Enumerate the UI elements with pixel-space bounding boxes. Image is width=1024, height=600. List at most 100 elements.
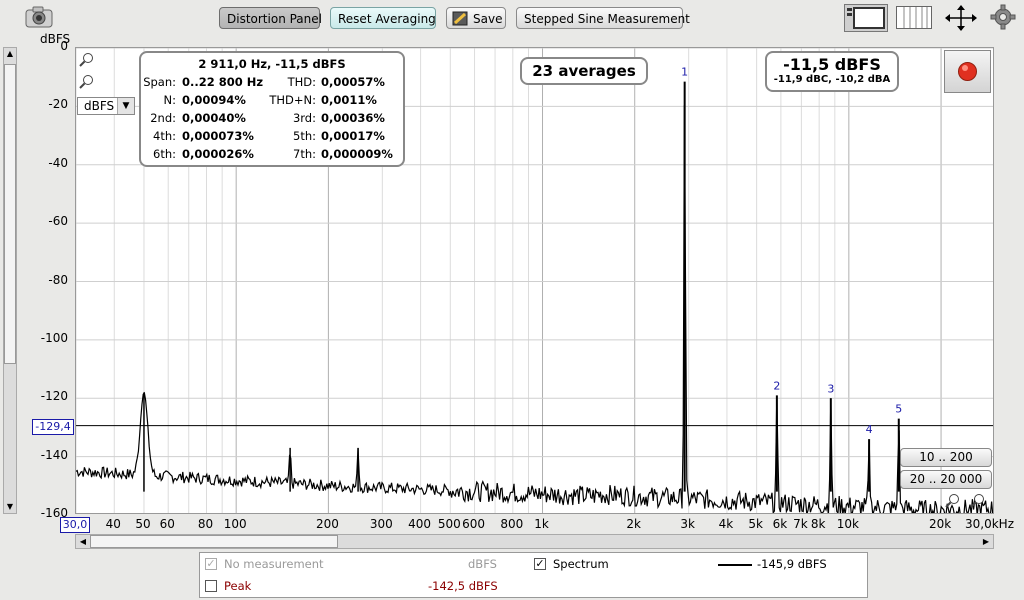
cursor-level-readout[interactable]: -129,4	[32, 419, 74, 435]
harmonic-label-4: 4	[866, 423, 873, 436]
x-tick-label: 7k	[793, 517, 808, 531]
fit-arrows-button[interactable]	[943, 4, 979, 32]
x-tick-label: 10k	[836, 517, 859, 531]
level-sub: -11,9 dBC, -10,2 dBA	[773, 74, 891, 85]
x-tick-label: 3k	[680, 517, 695, 531]
y-tick-label: -40	[48, 155, 68, 170]
stat-h7-label: 7th:	[293, 147, 316, 161]
window-layout-icon	[844, 4, 888, 32]
reset-averaging-button[interactable]: Reset Averaging	[330, 7, 436, 29]
vertical-scroll-thumb[interactable]	[4, 64, 16, 364]
range-20-20000-button[interactable]: 20 .. 20 000	[900, 470, 992, 489]
stat-thd-label: THD:	[287, 75, 316, 89]
camera-icon	[25, 6, 53, 28]
settings-button[interactable]	[990, 4, 1018, 32]
zoom-in-y-button[interactable]	[79, 52, 95, 71]
zoom-in-x-button[interactable]	[970, 493, 986, 512]
x-tick-label: 200	[315, 517, 339, 531]
spectrum-line-swatch	[718, 564, 752, 566]
stat-h4-label: 4th:	[153, 129, 176, 143]
harmonic-label-5: 5	[895, 403, 902, 416]
stat-thd-value: 0,00057%	[321, 75, 385, 89]
x-tick-label: 60	[159, 517, 175, 531]
peak-label: Peak	[224, 579, 252, 593]
spectrum-checkbox[interactable]: ✓	[534, 557, 546, 570]
expand-arrows-icon	[945, 5, 977, 31]
scroll-up-arrow[interactable]: ▲	[6, 49, 14, 58]
x-tick-label: 8k	[810, 517, 826, 531]
y-axis-unit: dBFS	[40, 32, 71, 46]
horizontal-scroll-thumb[interactable]	[90, 535, 338, 548]
y-tick-label: -100	[40, 330, 68, 345]
unit-select[interactable]: dBFS ▼	[77, 97, 135, 115]
spectrum-trace	[76, 105, 993, 513]
x-tick-label: 1k	[534, 517, 549, 531]
y-tick-label: 0	[60, 39, 68, 53]
stat-h7-value: 0,000009%	[321, 147, 393, 161]
x-axis-start-readout[interactable]: 30,0	[60, 517, 90, 533]
stat-n-label: N:	[163, 93, 176, 107]
x-axis-end-label: 30,0kHz	[965, 517, 1014, 531]
y-tick-label: -80	[48, 272, 68, 287]
x-tick-label: 300	[369, 517, 393, 531]
stat-span-value: 0..22 800 Hz	[182, 75, 264, 89]
peak-checkbox[interactable]	[205, 580, 217, 592]
stat-span-label: Span:	[143, 75, 176, 89]
zoom-out-icon	[945, 494, 959, 508]
y-tick-label: -120	[40, 389, 68, 404]
scroll-right-arrow[interactable]: ▶	[982, 537, 990, 546]
no-measurement-checkbox[interactable]: ✓	[205, 557, 217, 570]
level-main: -11,5 dBFS	[783, 55, 881, 74]
save-icon	[452, 11, 468, 26]
x-tick-label: 600	[462, 517, 485, 531]
x-tick-label: 40	[105, 517, 121, 531]
x-tick-label: 2k	[626, 517, 642, 531]
save-label: Save	[473, 12, 503, 26]
zoom-in-icon	[970, 494, 984, 508]
stat-h5-value: 0,00017%	[321, 129, 385, 143]
unit-select-value: dBFS	[84, 99, 115, 113]
y-tick-label: -140	[40, 447, 68, 462]
zoom-in-icon	[79, 53, 93, 67]
scroll-down-arrow[interactable]: ▼	[6, 502, 14, 511]
grid-toggle-button[interactable]	[896, 4, 932, 32]
stat-thdn-label: THD+N:	[269, 93, 316, 107]
y-tick-label: -160	[40, 506, 68, 520]
peak-value: -142,5 dBFS	[428, 579, 498, 593]
save-button[interactable]: Save	[446, 7, 506, 29]
horizontal-scrollbar[interactable]: ◀ ▶	[75, 534, 994, 549]
zoom-out-x-button[interactable]	[945, 493, 961, 512]
window-layout-button[interactable]	[844, 4, 888, 32]
no-measurement-unit: dBFS	[468, 557, 497, 571]
y-tick-label: -60	[48, 214, 68, 229]
distortion-stats-box: 2 911,0 Hz, -11,5 dBFS Span: 0..22 800 Hz…	[139, 51, 405, 167]
harmonic-label-1: 1	[681, 66, 688, 79]
stat-h6-label: 6th:	[153, 147, 176, 161]
record-button[interactable]	[944, 50, 991, 93]
vertical-scrollbar[interactable]: ▲ ▼	[3, 47, 17, 514]
spectrum-label: Spectrum	[553, 557, 609, 571]
x-tick-label: 100	[223, 517, 247, 531]
x-tick-label: 400	[408, 517, 432, 531]
level-readout-box: -11,5 dBFS -11,9 dBC, -10,2 dBA	[765, 51, 899, 92]
x-tick-label: 80	[197, 517, 214, 531]
record-icon	[958, 62, 977, 81]
x-tick-label: 4k	[718, 517, 734, 531]
x-tick-label: 800	[500, 517, 524, 531]
stat-h3-value: 0,00036%	[321, 111, 385, 125]
no-measurement-label: No measurement	[224, 557, 324, 571]
legend-panel: ✓ No measurement dBFS ✓ Spectrum -145,9 …	[199, 552, 868, 598]
averages-badge: 23 averages	[520, 57, 648, 85]
stat-n-value: 0,00094%	[182, 93, 246, 107]
scroll-left-arrow[interactable]: ◀	[79, 537, 87, 546]
camera-button[interactable]	[24, 4, 54, 32]
stat-h2-value: 0,00040%	[182, 111, 246, 125]
range-10-200-button[interactable]: 10 .. 200	[900, 448, 992, 467]
zoom-out-y-button[interactable]	[79, 74, 95, 93]
x-tick-label: 500	[437, 517, 461, 531]
stat-h4-value: 0,000073%	[182, 129, 254, 143]
distortion-panel-button[interactable]: Distortion Panel	[219, 7, 322, 29]
stepped-sine-button[interactable]: Stepped Sine Measurement	[516, 7, 690, 29]
stats-header: 2 911,0 Hz, -11,5 dBFS	[198, 57, 346, 71]
spectrum-value: -145,9 dBFS	[757, 557, 827, 571]
